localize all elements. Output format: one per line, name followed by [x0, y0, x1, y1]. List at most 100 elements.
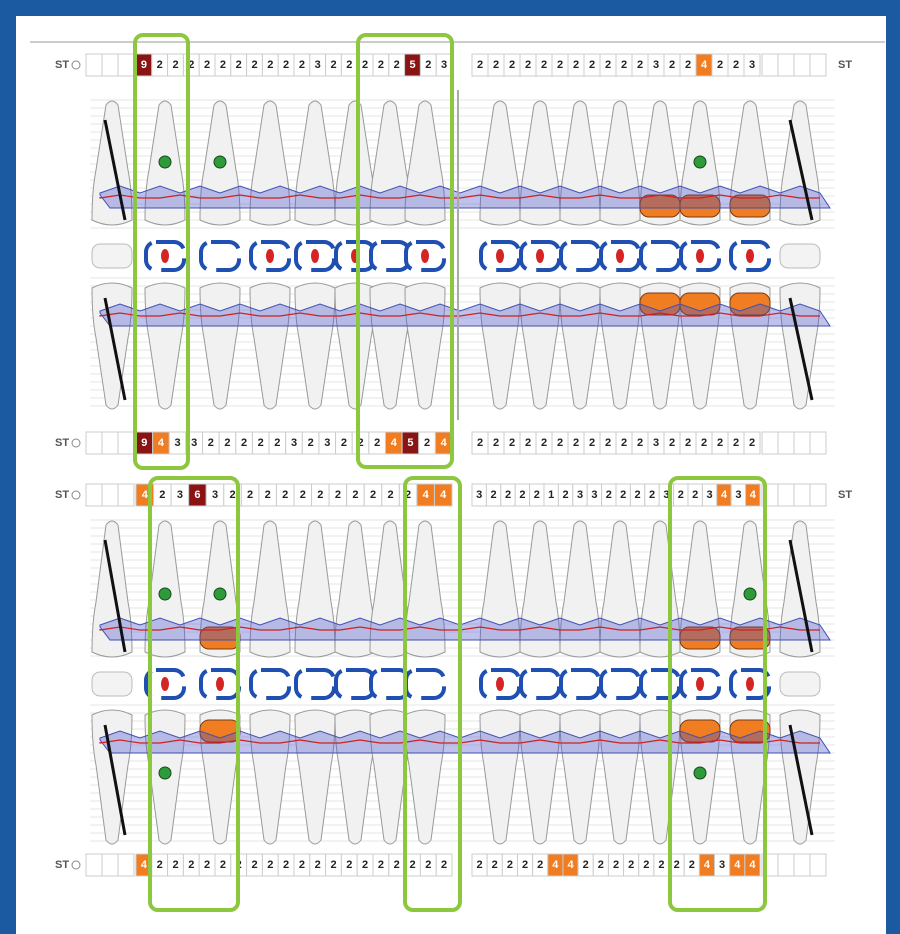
depth-value: 9 [141, 59, 147, 71]
implant-marker [693, 766, 707, 780]
empty-cell [85, 53, 103, 77]
surface-ring [559, 240, 601, 272]
bleeding-point [161, 677, 169, 691]
depth-value: 2 [605, 59, 611, 71]
tooth [519, 709, 561, 845]
depth-value: 2 [441, 859, 447, 871]
tooth [404, 709, 446, 845]
settings-icon [71, 438, 81, 448]
row-label: ST [55, 859, 69, 871]
depth-value: 3 [324, 437, 330, 449]
depth-value: 2 [689, 859, 695, 871]
implant-marker [693, 155, 707, 169]
depth-value: 6 [194, 489, 200, 501]
depth-value: 3 [212, 489, 218, 501]
depth-value: 4 [142, 489, 149, 501]
surface-ring [404, 668, 446, 700]
empty-cell [85, 431, 103, 455]
depth-value: 3 [291, 437, 297, 449]
tooth [479, 520, 521, 658]
depth-value: 2 [505, 489, 511, 501]
depth-value: 2 [267, 859, 273, 871]
depth-value: 2 [606, 489, 612, 501]
depth-value: 2 [635, 489, 641, 501]
depth-value: 2 [658, 859, 664, 871]
depth-value: 3 [191, 437, 197, 449]
depth-value: 2 [409, 859, 415, 871]
depth-value: 2 [492, 859, 498, 871]
restoration [729, 194, 771, 218]
depth-value: 2 [643, 859, 649, 871]
empty-cell [101, 853, 119, 877]
depth-value: 3 [663, 489, 669, 501]
bleeding-point [746, 249, 754, 263]
depth-value: 2 [188, 859, 194, 871]
empty-cell [793, 53, 811, 77]
depth-value: 2 [598, 859, 604, 871]
depth-value: 2 [378, 59, 384, 71]
depth-value: 4 [701, 59, 708, 71]
tooth [249, 520, 291, 658]
depth-value: 2 [621, 59, 627, 71]
depth-value: 2 [749, 437, 755, 449]
empty-cell [793, 431, 811, 455]
depth-value: 2 [220, 859, 226, 871]
mark-line [788, 539, 814, 653]
depth-value: 2 [692, 489, 698, 501]
empty-cell [101, 431, 119, 455]
tooth [559, 100, 601, 226]
depth-value: 2 [589, 59, 595, 71]
depth-value: 4 [141, 859, 148, 871]
depth-value: 2 [477, 859, 483, 871]
depth-value: 2 [300, 489, 306, 501]
depth-value: 2 [717, 437, 723, 449]
empty-cell [777, 53, 795, 77]
tooth [369, 282, 411, 410]
depth-value: 4 [440, 489, 447, 501]
depth-value: 2 [649, 489, 655, 501]
tooth [729, 100, 771, 226]
depth-value: 2 [265, 489, 271, 501]
depth-value: 2 [362, 59, 368, 71]
depth-value: 2 [362, 859, 368, 871]
depth-value: 3 [749, 59, 755, 71]
depth-value: 2 [159, 489, 165, 501]
depth-value: 4 [391, 437, 398, 449]
depth-cell [745, 483, 761, 507]
depth-value: 2 [370, 489, 376, 501]
depth-value: 2 [299, 859, 305, 871]
depth-value: 2 [685, 437, 691, 449]
depth-cell [435, 853, 453, 877]
depth-value: 2 [424, 437, 430, 449]
tooth [559, 520, 601, 658]
restoration [729, 292, 771, 316]
mark-line [788, 119, 814, 221]
tooth [249, 100, 291, 226]
empty-cell [117, 853, 135, 877]
depth-value: 2 [620, 489, 626, 501]
tooth [91, 709, 133, 845]
implant-marker [158, 587, 172, 601]
tooth [249, 282, 291, 410]
bleeding-point [266, 249, 274, 263]
depth-value: 3 [577, 489, 583, 501]
depth-value: 2 [188, 59, 194, 71]
tooth [369, 520, 411, 658]
depth-value: 2 [157, 859, 163, 871]
tooth [479, 100, 521, 226]
depth-value: 2 [224, 437, 230, 449]
restoration [679, 626, 721, 650]
depth-value: 2 [589, 437, 595, 449]
tooth-top [91, 671, 133, 697]
depth-value: 3 [441, 59, 447, 71]
bleeding-point [496, 677, 504, 691]
depth-value: 2 [491, 489, 497, 501]
depth-value: 4 [721, 489, 728, 501]
depth-value: 2 [522, 859, 528, 871]
depth-value: 2 [283, 59, 289, 71]
depth-value: 2 [374, 437, 380, 449]
bleeding-point [696, 249, 704, 263]
depth-value: 2 [315, 859, 321, 871]
depth-value: 2 [534, 489, 540, 501]
